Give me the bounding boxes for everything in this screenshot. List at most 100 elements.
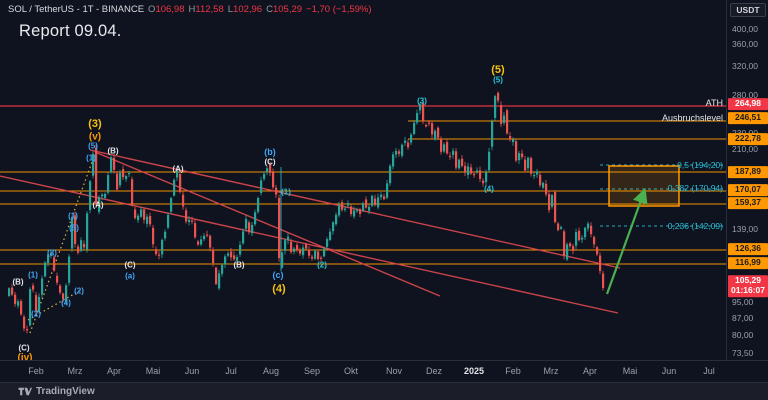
currency-button[interactable]: USDT [730, 3, 766, 17]
trendline [0, 175, 619, 314]
price-level-badge: 116,99 [728, 257, 768, 269]
dotted-guideline [29, 161, 93, 334]
time-tick: Feb [505, 366, 521, 376]
price-tick: 80,00 [732, 330, 754, 340]
price-tick: 400,00 [732, 24, 758, 34]
wave-label: (b) [264, 147, 276, 157]
price-tick: 210,00 [732, 144, 758, 154]
price-tick: 139,00 [732, 224, 758, 234]
price-tick: 230,00 [727, 128, 768, 138]
time-tick: Okt [343, 366, 359, 376]
wave-label: (5) [493, 75, 503, 85]
wave-label: (C) [18, 343, 30, 353]
last-price-badge: 105,29 01:16:07 [728, 275, 768, 297]
wave-label: (v) [88, 131, 102, 143]
time-tick: Jul [703, 366, 715, 376]
candles [8, 91, 605, 334]
wave-label: (4) [61, 298, 71, 308]
time-tick: Mrz [67, 366, 83, 376]
wave-label: (2) [31, 309, 41, 319]
level-label: 0,5 (194,20) [677, 160, 723, 170]
time-tick: Jun [184, 366, 200, 376]
time-tick: Mrz [543, 366, 559, 376]
price-tick: 95,00 [732, 297, 754, 307]
wave-label: (A) [92, 200, 104, 210]
time-tick: Apr [582, 366, 598, 376]
price-level-badge: 264,98 [728, 98, 768, 110]
time-tick: Jun [661, 366, 677, 376]
price-level-badge: 159,37 [728, 197, 768, 209]
price-level-badge: 187,89 [728, 166, 768, 178]
ohlc-key: H [188, 4, 196, 15]
wave-label: (2) [317, 260, 327, 270]
level-label: 0,236 (142,09) [667, 221, 723, 231]
time-tick: Dez [425, 366, 443, 376]
price-tick: 280,00 [732, 90, 758, 100]
symbol-legend[interactable]: SOL / TetherUS - 1T - BINANCE O106,98 H112… [8, 4, 372, 15]
wave-label: (5) [88, 141, 98, 151]
ohlc-value: 112,58 [195, 4, 224, 15]
price-tick: 320,00 [732, 61, 758, 71]
wave-label: (c) [272, 270, 284, 280]
change-value: −1,70 (−1,59%) [306, 4, 372, 15]
ohlc-value: 102,96 [233, 4, 263, 15]
price-tick: 87,00 [732, 313, 754, 323]
price-axis[interactable]: USDT 400,00 360,00 320,00 280,00 230,00 210,0… [726, 0, 768, 382]
time-tick: Sep [303, 366, 321, 376]
tradingview-logo-icon [18, 387, 32, 396]
ohlc-value: 106,98 [155, 4, 185, 15]
projection-arrow [605, 187, 648, 295]
report-title: Report 09.04. [19, 22, 122, 40]
wave-label: (B) [107, 146, 119, 156]
time-tick: 2025 [463, 366, 485, 376]
wave-label: (B) [233, 260, 245, 270]
ohlc-values: O106,98 H112,58 L102,96 C105,29 [144, 4, 302, 15]
wave-label: (5) [69, 223, 79, 233]
wave-label: (C) [264, 157, 276, 167]
wave-label: (1) [86, 153, 96, 163]
time-tick: Mai [622, 366, 638, 376]
wave-label: (4) [272, 283, 286, 295]
wave-label: (a) [125, 271, 135, 281]
chart-pane[interactable]: ATH Ausbruchslevel 0,5 (194,20) 0,382 (170,… [0, 0, 726, 360]
ohlc-key: L [227, 4, 234, 15]
price-level-badge: 170,07 [728, 184, 768, 196]
price-tick: 73,50 [732, 348, 754, 358]
symbol-title[interactable]: SOL / TetherUS - 1T - BINANCE [8, 4, 145, 15]
trendline [89, 149, 621, 269]
time-tick: Feb [28, 366, 44, 376]
time-tick: Aug [262, 366, 280, 376]
wave-label: (4) [484, 184, 494, 194]
candlestick-chart[interactable] [0, 0, 726, 360]
wave-label: (2) [74, 286, 84, 296]
time-tick: Mai [145, 366, 161, 376]
ohlc-key: O [148, 4, 156, 15]
wave-label: (3) [417, 96, 427, 106]
wave-label: (1) [68, 211, 78, 221]
wave-label: (3) [88, 118, 102, 130]
wave-label: (B) [12, 277, 24, 287]
time-tick: Jul [225, 366, 237, 376]
wave-label: (3) [47, 248, 57, 258]
wave-label: (1) [28, 270, 38, 280]
dotted-guideline [27, 288, 84, 321]
wave-label: (iv) [17, 352, 33, 361]
wave-label: (C) [124, 260, 136, 270]
ohlc-value: 105,29 [272, 4, 303, 15]
time-tick: Apr [106, 366, 122, 376]
price-level-badge: 222,78 [728, 133, 768, 145]
price-level-badge: 246,51 [728, 112, 768, 124]
wave-label: (A) [172, 164, 184, 174]
level-label: ATH [705, 98, 723, 108]
tradingview-logo[interactable]: TradingView [18, 386, 95, 397]
time-axis[interactable]: Feb Mrz Apr Mai Jun Jul Aug Sep Okt Nov Dez 2025 Feb… [0, 360, 768, 382]
level-label: 0,382 (170,94) [667, 183, 723, 193]
wave-label: (1) [281, 187, 291, 197]
price-tick: 360,00 [732, 39, 758, 49]
trendline [94, 151, 441, 297]
tradingview-logo-text: TradingView [36, 386, 95, 397]
footer-bar: TradingView [0, 382, 768, 400]
price-level-badge: 126,36 [728, 243, 768, 255]
ohlc-key: C [266, 4, 273, 15]
